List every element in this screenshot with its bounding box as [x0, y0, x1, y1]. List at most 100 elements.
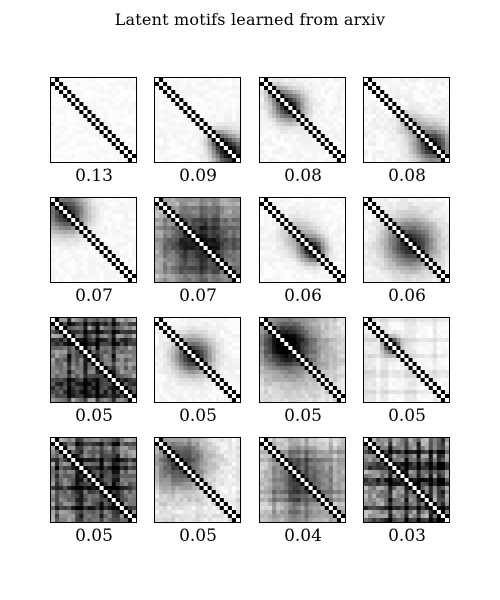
heatmap-cell [79, 362, 84, 367]
heatmap-cell [123, 134, 129, 139]
heatmap-cell [219, 130, 225, 135]
heatmap-cell [444, 246, 450, 251]
heatmap-cell [288, 214, 293, 219]
heatmap-cell [376, 150, 381, 155]
heatmap-cell [83, 338, 88, 343]
heatmap-cell [284, 370, 289, 375]
heatmap-cell [167, 230, 172, 235]
heatmap-cell [119, 334, 125, 339]
heatmap-cell [59, 86, 64, 91]
heatmap-cell [368, 94, 373, 99]
heatmap-cell [127, 142, 133, 147]
heatmap-cell [280, 318, 285, 323]
heatmap-cell [87, 222, 92, 227]
heatmap-cell [436, 82, 442, 87]
heatmap-cell [392, 154, 397, 159]
heatmap-cell [119, 118, 125, 123]
heatmap-cell [83, 206, 88, 211]
heatmap-cell [280, 222, 285, 227]
heatmap-cell [203, 374, 208, 379]
heatmap-cell [284, 378, 289, 383]
heatmap-cell [268, 342, 273, 347]
heatmap-cell [223, 218, 229, 223]
heatmap-cell [167, 358, 172, 363]
heatmap-cell [187, 242, 192, 247]
heatmap-cell [187, 318, 192, 323]
heatmap-cell [272, 82, 277, 87]
heatmap-cell [440, 86, 446, 91]
heatmap-cell [63, 110, 68, 115]
heatmap-cell [75, 390, 80, 395]
heatmap-cell [99, 342, 104, 347]
heatmap-cell [444, 326, 450, 331]
heatmap-cell [436, 150, 442, 155]
heatmap-cell [324, 82, 330, 87]
heatmap-cell [123, 218, 129, 223]
heatmap-cell [211, 126, 217, 131]
heatmap-cell [111, 346, 117, 351]
heatmap-cell [223, 198, 229, 203]
heatmap-cell [91, 278, 96, 283]
heatmap-cell [63, 278, 68, 283]
heatmap-cell [67, 110, 72, 115]
heatmap-cell [195, 254, 200, 259]
heatmap-cell [83, 106, 88, 111]
heatmap-cell [432, 130, 438, 135]
heatmap-cell [215, 254, 221, 259]
heatmap-cell [436, 98, 442, 103]
heatmap-cell [235, 122, 241, 127]
heatmap-cell [67, 154, 72, 159]
heatmap-cell [95, 230, 100, 235]
heatmap-cell [67, 326, 72, 331]
heatmap-cell [59, 318, 64, 323]
heatmap-cell [75, 102, 80, 107]
heatmap-cell [340, 274, 346, 279]
heatmap-cell [396, 330, 401, 335]
heatmap-cell [332, 78, 338, 83]
heatmap-cell [428, 118, 434, 123]
heatmap-cell [372, 142, 377, 147]
heatmap-cell [95, 278, 100, 283]
heatmap-cell [79, 262, 84, 267]
heatmap-cell [167, 198, 172, 203]
heatmap-cell [211, 330, 217, 335]
heatmap-cell [376, 210, 381, 215]
heatmap-cell [179, 330, 184, 335]
heatmap-cell [171, 102, 176, 107]
heatmap-cell [400, 142, 405, 147]
heatmap-cell [320, 366, 326, 371]
heatmap-cell [207, 270, 212, 275]
heatmap-cell [296, 154, 301, 159]
heatmap-cell [203, 398, 208, 403]
heatmap-cell [292, 126, 297, 131]
heatmap-cell [284, 342, 289, 347]
heatmap-cell [368, 86, 373, 91]
heatmap-cell [87, 386, 92, 391]
heatmap-cell [199, 262, 204, 267]
heatmap-cell [223, 78, 229, 83]
heatmap-cell [163, 258, 168, 263]
heatmap-cell [103, 346, 108, 351]
heatmap-cell [75, 274, 80, 279]
heatmap-cell [107, 126, 113, 131]
heatmap-cell [328, 94, 334, 99]
heatmap-cell [412, 94, 417, 99]
heatmap-cell [183, 366, 188, 371]
heatmap-cell [51, 394, 56, 399]
heatmap-cell [195, 266, 200, 271]
heatmap-cell [276, 346, 281, 351]
heatmap-cell [175, 330, 180, 335]
heatmap-cell [336, 146, 342, 151]
heatmap-cell [79, 270, 84, 275]
heatmap-cell [284, 350, 289, 355]
heatmap-cell [400, 198, 405, 203]
heatmap-cell [155, 246, 160, 251]
heatmap-cell [71, 202, 76, 207]
heatmap-cell [203, 134, 208, 139]
heatmap-cell [436, 206, 442, 211]
heatmap-cell [199, 150, 204, 155]
heatmap-cell [159, 374, 164, 379]
heatmap-cell [392, 230, 397, 235]
heatmap-cell [87, 334, 92, 339]
heatmap-cell [219, 378, 225, 383]
